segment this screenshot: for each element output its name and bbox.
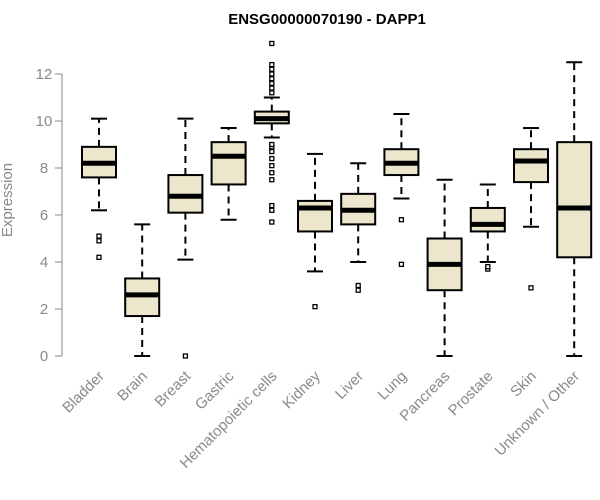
outlier-point [355,287,361,293]
y-tick-label: 8 [40,160,48,177]
outlier-point [269,162,275,169]
outlier-point [96,233,102,239]
outlier-point [269,76,275,82]
boxes-group [81,40,593,359]
box-body [469,206,506,233]
category-label: Prostate [445,368,497,420]
outlier-point [269,61,275,68]
box-lung [383,112,420,268]
outlier-point [269,219,275,225]
outlier-point [269,80,275,87]
category-label: Bladder [59,368,108,417]
box-breast [167,117,204,359]
box-body [513,148,549,184]
outlier-point [96,254,102,260]
box-pancreas [426,178,463,357]
chart-title: ENSG00000070190 - DAPP1 [228,11,426,28]
y-tick-label: 4 [40,254,48,271]
outlier-point [269,177,275,183]
box-unknown-other [556,61,593,357]
y-tick-label: 0 [40,348,48,365]
category-label: Lung [375,368,411,404]
y-tick-label: 6 [40,207,48,224]
box-brain [124,223,161,357]
axes: 0 2 4 6 8 10 12 [36,66,63,365]
outlier-point [269,85,275,91]
outlier-point [182,353,189,359]
outlier-point [269,207,275,213]
outlier-point [269,66,275,72]
box-kidney [297,152,333,310]
category-label: Brain [114,368,151,405]
category-label: Skin [507,368,540,401]
box-liver [340,162,377,293]
box-prostate [469,183,506,272]
outlier-point [96,238,102,244]
outlier-point [269,202,275,209]
y-tick-label: 10 [36,113,53,130]
outlier-point [269,40,275,47]
category-label: Kidney [279,367,324,412]
outlier-point [269,71,275,77]
outlier-point [269,148,275,155]
y-axis-label: Expression [0,163,16,237]
box-body [210,141,247,186]
outlier-point [355,282,361,289]
box-hematopoietic-cells [253,40,290,225]
outlier-point [312,303,318,310]
outlier-point [269,155,275,162]
outlier-point [269,90,275,96]
box-body [556,141,593,259]
y-tick-label: 12 [36,66,53,83]
outlier-point [269,170,275,176]
outlier-point [398,217,405,223]
box-bladder [81,117,117,260]
category-label: Breast [152,367,195,410]
outlier-point [485,264,491,270]
outlier-point [528,285,534,291]
category-label: Liver [332,368,367,403]
outlier-point [269,141,275,148]
box-skin [513,127,549,291]
outlier-point [398,261,405,268]
y-tick-label: 2 [40,301,48,318]
box-gastric [210,127,247,221]
